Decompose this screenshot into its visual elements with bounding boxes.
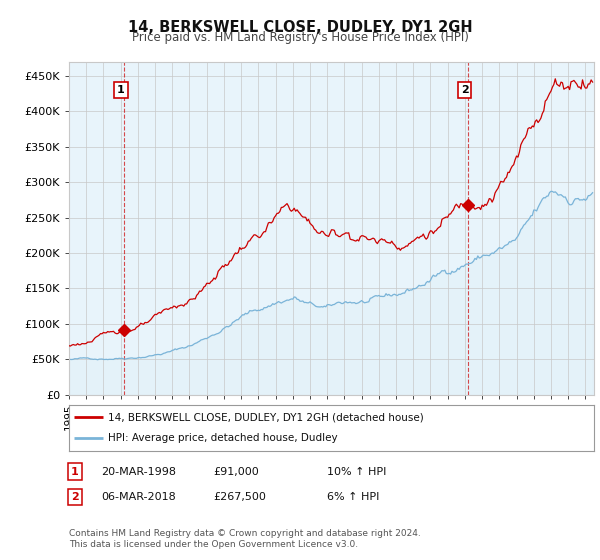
Text: £267,500: £267,500 xyxy=(213,492,266,502)
Text: 10% ↑ HPI: 10% ↑ HPI xyxy=(327,466,386,477)
Text: Contains HM Land Registry data © Crown copyright and database right 2024.
This d: Contains HM Land Registry data © Crown c… xyxy=(69,529,421,549)
Text: 14, BERKSWELL CLOSE, DUDLEY, DY1 2GH (detached house): 14, BERKSWELL CLOSE, DUDLEY, DY1 2GH (de… xyxy=(109,412,424,422)
Text: 1: 1 xyxy=(117,85,125,95)
Text: £91,000: £91,000 xyxy=(213,466,259,477)
Text: 2: 2 xyxy=(461,85,469,95)
Text: 06-MAR-2018: 06-MAR-2018 xyxy=(101,492,176,502)
Text: 20-MAR-1998: 20-MAR-1998 xyxy=(101,466,176,477)
Text: 14, BERKSWELL CLOSE, DUDLEY, DY1 2GH: 14, BERKSWELL CLOSE, DUDLEY, DY1 2GH xyxy=(128,20,472,35)
Text: HPI: Average price, detached house, Dudley: HPI: Average price, detached house, Dudl… xyxy=(109,433,338,444)
Text: 1: 1 xyxy=(71,466,79,477)
Text: 6% ↑ HPI: 6% ↑ HPI xyxy=(327,492,379,502)
Text: 2: 2 xyxy=(71,492,79,502)
Text: Price paid vs. HM Land Registry's House Price Index (HPI): Price paid vs. HM Land Registry's House … xyxy=(131,31,469,44)
